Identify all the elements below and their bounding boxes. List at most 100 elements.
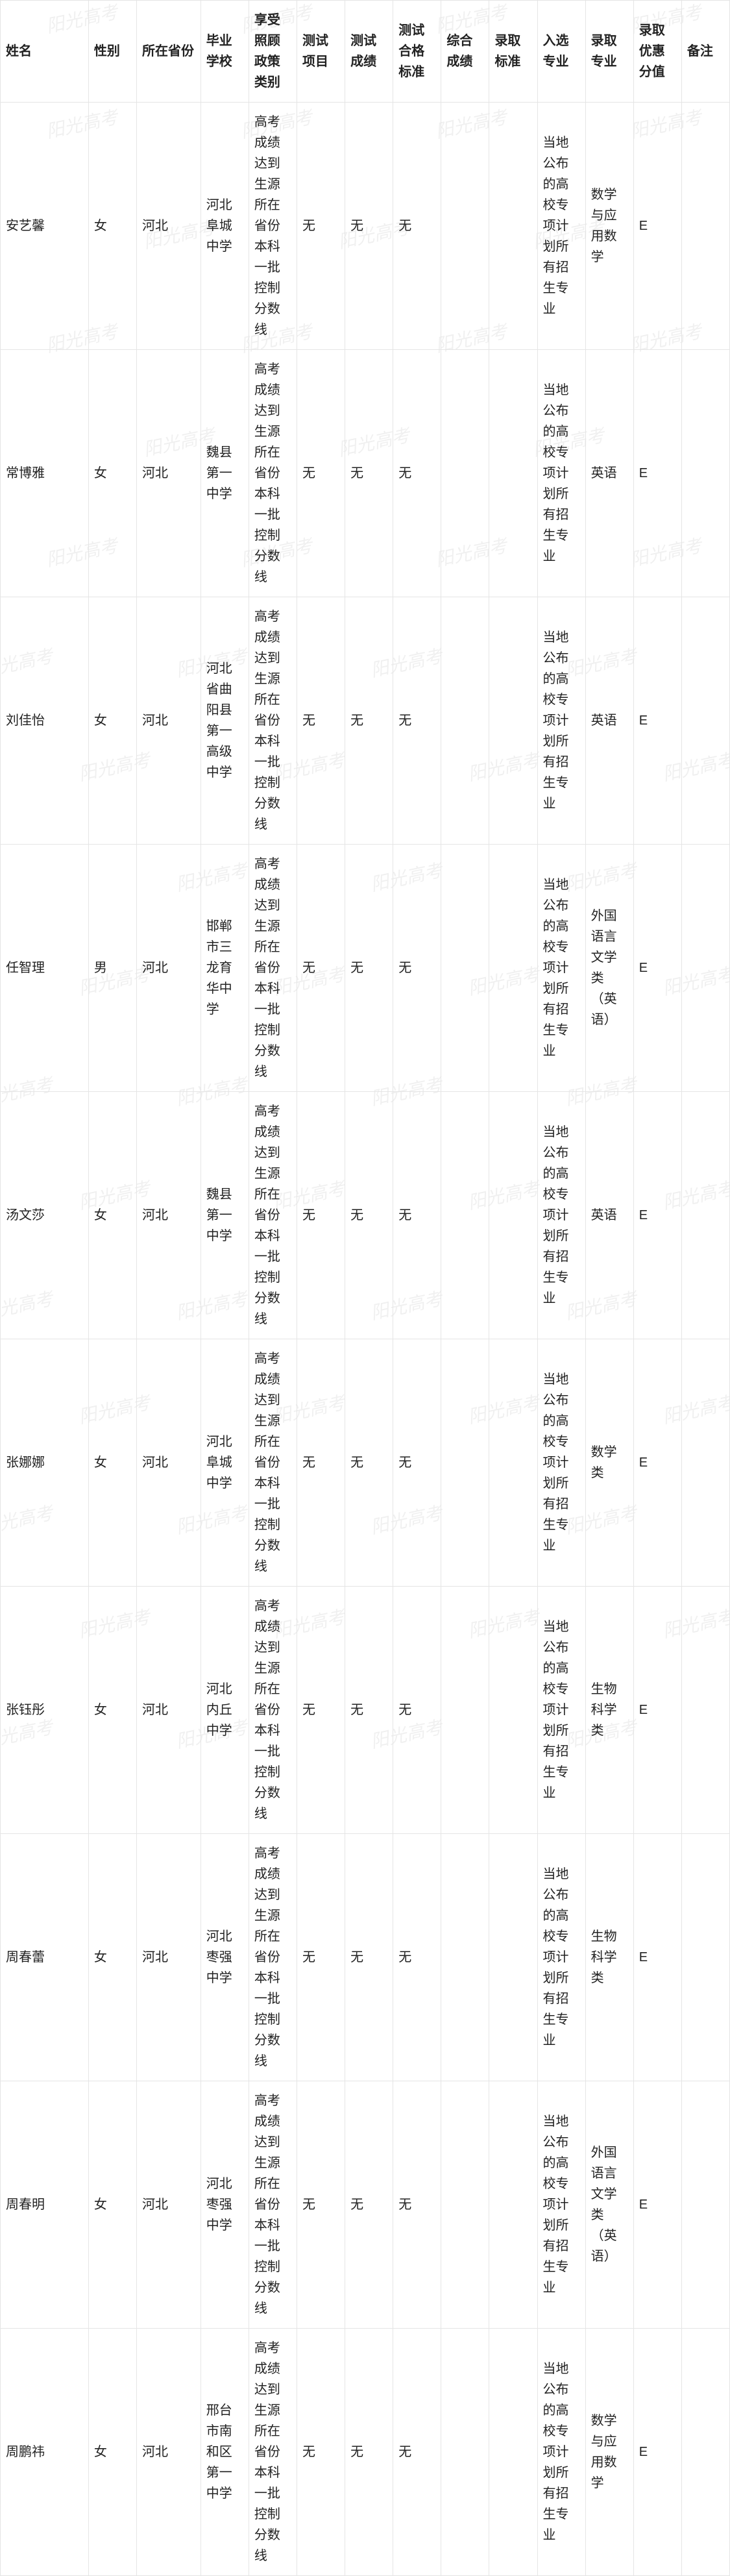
table-row: 周春明女河北河北枣强中学高考成绩达到生源所在省份本科一批控制分数线无无无当地公布…: [1, 2081, 730, 2329]
cell-test_score: 无: [345, 1339, 393, 1587]
cell-province: 河北: [136, 1834, 201, 2081]
cell-test_item: 无: [297, 2329, 345, 2576]
cell-name: 张娜娜: [1, 1339, 89, 1587]
cell-test_pass: 无: [393, 2081, 441, 2329]
cell-admit_std: [489, 1834, 537, 2081]
cell-admit_major: 数学与应用数学: [585, 2329, 633, 2576]
cell-school: 邢台市南和区第一中学: [201, 2329, 249, 2576]
cell-bonus: E: [633, 1092, 681, 1339]
cell-gender: 女: [88, 1339, 136, 1587]
cell-school: 河北内丘中学: [201, 1587, 249, 1834]
cell-bonus: E: [633, 2081, 681, 2329]
cell-bonus: E: [633, 1339, 681, 1587]
cell-test_pass: 无: [393, 1587, 441, 1834]
cell-province: 河北: [136, 1092, 201, 1339]
cell-in_major: 当地公布的高校专项计划所有招生专业: [537, 2081, 585, 2329]
cell-comp_score: [441, 1339, 489, 1587]
cell-province: 河北: [136, 1339, 201, 1587]
cell-test_pass: 无: [393, 2329, 441, 2576]
col-name: 姓名: [1, 1, 89, 103]
cell-policy: 高考成绩达到生源所在省份本科一批控制分数线: [249, 1587, 297, 1834]
cell-test_item: 无: [297, 1587, 345, 1834]
cell-admit_major: 英语: [585, 350, 633, 597]
cell-gender: 男: [88, 845, 136, 1092]
cell-admit_std: [489, 2329, 537, 2576]
cell-test_pass: 无: [393, 1834, 441, 2081]
cell-test_score: 无: [345, 350, 393, 597]
cell-policy: 高考成绩达到生源所在省份本科一批控制分数线: [249, 845, 297, 1092]
cell-test_pass: 无: [393, 1339, 441, 1587]
col-bonus: 录取优惠分值: [633, 1, 681, 103]
col-comp-score: 综合成绩: [441, 1, 489, 103]
col-province: 所在省份: [136, 1, 201, 103]
cell-in_major: 当地公布的高校专项计划所有招生专业: [537, 1834, 585, 2081]
cell-bonus: E: [633, 103, 681, 350]
cell-bonus: E: [633, 1834, 681, 2081]
table-row: 刘佳怡女河北河北省曲阳县第一高级中学高考成绩达到生源所在省份本科一批控制分数线无…: [1, 597, 730, 845]
col-test-item: 测试项目: [297, 1, 345, 103]
cell-admit_major: 生物科学类: [585, 1587, 633, 1834]
cell-comp_score: [441, 350, 489, 597]
cell-admit_major: 外国语言文学类（英语）: [585, 2081, 633, 2329]
cell-test_item: 无: [297, 845, 345, 1092]
cell-note: [681, 103, 729, 350]
cell-school: 河北阜城中学: [201, 1339, 249, 1587]
cell-admit_std: [489, 2081, 537, 2329]
cell-gender: 女: [88, 1834, 136, 2081]
cell-province: 河北: [136, 103, 201, 350]
cell-admit_std: [489, 103, 537, 350]
cell-test_pass: 无: [393, 1092, 441, 1339]
cell-admit_major: 英语: [585, 1092, 633, 1339]
cell-school: 河北枣强中学: [201, 1834, 249, 2081]
cell-note: [681, 1339, 729, 1587]
cell-in_major: 当地公布的高校专项计划所有招生专业: [537, 597, 585, 845]
cell-admit_std: [489, 845, 537, 1092]
cell-bonus: E: [633, 845, 681, 1092]
cell-test_item: 无: [297, 2081, 345, 2329]
cell-policy: 高考成绩达到生源所在省份本科一批控制分数线: [249, 597, 297, 845]
cell-name: 周春明: [1, 2081, 89, 2329]
cell-gender: 女: [88, 597, 136, 845]
cell-test_item: 无: [297, 597, 345, 845]
cell-name: 安艺馨: [1, 103, 89, 350]
cell-note: [681, 1834, 729, 2081]
cell-test_pass: 无: [393, 350, 441, 597]
cell-test_score: 无: [345, 597, 393, 845]
cell-admit_std: [489, 1092, 537, 1339]
cell-gender: 女: [88, 1092, 136, 1339]
cell-policy: 高考成绩达到生源所在省份本科一批控制分数线: [249, 1092, 297, 1339]
cell-admit_major: 英语: [585, 597, 633, 845]
cell-name: 常博雅: [1, 350, 89, 597]
cell-test_score: 无: [345, 1587, 393, 1834]
table-row: 常博雅女河北魏县第一中学高考成绩达到生源所在省份本科一批控制分数线无无无当地公布…: [1, 350, 730, 597]
cell-test_item: 无: [297, 103, 345, 350]
cell-comp_score: [441, 597, 489, 845]
table-row: 周春蕾女河北河北枣强中学高考成绩达到生源所在省份本科一批控制分数线无无无当地公布…: [1, 1834, 730, 2081]
table-row: 周鹏祎女河北邢台市南和区第一中学高考成绩达到生源所在省份本科一批控制分数线无无无…: [1, 2329, 730, 2576]
cell-bonus: E: [633, 350, 681, 597]
cell-note: [681, 2081, 729, 2329]
col-admit-major: 录取专业: [585, 1, 633, 103]
cell-test_pass: 无: [393, 103, 441, 350]
cell-province: 河北: [136, 597, 201, 845]
cell-province: 河北: [136, 1587, 201, 1834]
cell-name: 周春蕾: [1, 1834, 89, 2081]
cell-school: 河北省曲阳县第一高级中学: [201, 597, 249, 845]
cell-in_major: 当地公布的高校专项计划所有招生专业: [537, 1339, 585, 1587]
cell-test_score: 无: [345, 1834, 393, 2081]
cell-note: [681, 845, 729, 1092]
cell-test_pass: 无: [393, 597, 441, 845]
cell-test_score: 无: [345, 103, 393, 350]
cell-in_major: 当地公布的高校专项计划所有招生专业: [537, 845, 585, 1092]
cell-bonus: E: [633, 1587, 681, 1834]
cell-in_major: 当地公布的高校专项计划所有招生专业: [537, 1587, 585, 1834]
cell-comp_score: [441, 103, 489, 350]
cell-test_item: 无: [297, 1092, 345, 1339]
cell-comp_score: [441, 2081, 489, 2329]
cell-gender: 女: [88, 1587, 136, 1834]
cell-admit_std: [489, 1339, 537, 1587]
cell-name: 刘佳怡: [1, 597, 89, 845]
cell-gender: 女: [88, 2081, 136, 2329]
cell-test_score: 无: [345, 2081, 393, 2329]
cell-comp_score: [441, 2329, 489, 2576]
